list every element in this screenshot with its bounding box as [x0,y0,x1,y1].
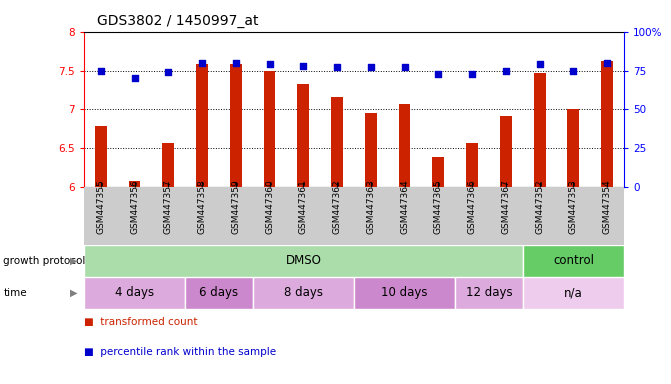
Point [331,65,342,71]
Text: GDS3802 / 1450997_at: GDS3802 / 1450997_at [97,14,259,28]
Point [568,68,579,74]
Bar [432,157,444,187]
Bar [185,277,253,309]
Bar [568,109,579,187]
Bar [601,61,613,187]
Point [197,60,207,66]
Bar [129,180,140,187]
Text: ■  transformed count: ■ transformed count [84,316,197,326]
Text: 4 days: 4 days [115,286,154,300]
Point [264,61,275,68]
Bar [365,113,376,187]
Text: time: time [3,288,27,298]
Bar [354,277,455,309]
Bar [196,65,208,187]
Text: ▶: ▶ [70,256,78,266]
Text: control: control [553,254,594,267]
Text: 10 days: 10 days [381,286,428,300]
Text: DMSO: DMSO [285,254,321,267]
Bar [466,144,478,187]
Point [399,65,410,71]
Text: ■  percentile rank within the sample: ■ percentile rank within the sample [84,347,276,357]
Point [534,61,545,68]
Point [467,71,478,77]
Point [602,60,613,66]
Bar [500,116,512,187]
Point [95,68,106,74]
Text: ▶: ▶ [70,288,78,298]
Bar [455,277,523,309]
Point [129,75,140,81]
Point [230,60,241,66]
Text: growth protocol: growth protocol [3,256,86,266]
Bar [95,126,107,187]
Text: 12 days: 12 days [466,286,512,300]
Point [501,68,511,74]
Bar [84,277,185,309]
Bar [523,245,624,277]
Point [298,63,309,69]
Text: 8 days: 8 days [284,286,323,300]
Bar [253,277,354,309]
Point [433,71,444,77]
Bar [230,65,242,187]
Point [366,65,376,71]
Bar [84,245,523,277]
Bar [264,71,276,187]
Bar [331,97,343,187]
Bar [533,73,546,187]
Bar [162,144,174,187]
Bar [399,104,411,187]
Bar [297,84,309,187]
Text: n/a: n/a [564,286,583,300]
Point [163,69,174,75]
Text: 6 days: 6 days [199,286,238,300]
Bar [523,277,624,309]
